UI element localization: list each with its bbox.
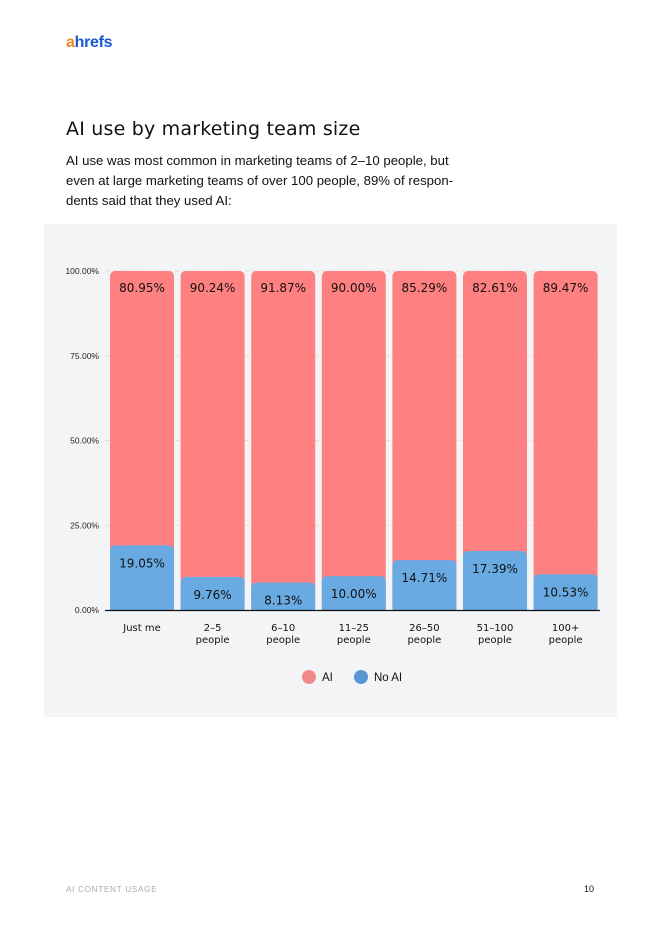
bar-no-ai (110, 545, 174, 610)
logo-rest: hrefs (74, 34, 113, 51)
bar-no-ai-base (463, 605, 527, 610)
data-label-ai: 80.95% (119, 281, 165, 295)
data-label-no-ai: 10.00% (331, 587, 377, 601)
x-tick-label: people (266, 635, 300, 646)
bar-ai (251, 271, 316, 610)
data-label-ai: 85.29% (402, 281, 448, 295)
y-tick-label: 25.00% (70, 520, 99, 530)
x-tick-label: 11–25 (339, 623, 369, 634)
data-label-ai: 89.47% (543, 281, 589, 295)
data-label-ai: 82.61% (472, 281, 518, 295)
x-tick-label: 2–5 (204, 623, 222, 634)
x-tick-label: 51–100 (477, 623, 514, 634)
y-tick-label: 100.00% (65, 266, 99, 276)
x-tick-label: people (407, 635, 441, 646)
y-tick-label: 75.00% (70, 351, 99, 361)
x-tick-label: people (337, 635, 371, 646)
bar-ai (392, 271, 457, 610)
page-title: AI use by marketing team size (66, 118, 361, 140)
x-tick-label: 100+ (552, 623, 579, 634)
bar-no-ai-base (321, 605, 386, 610)
legend-swatch-no-ai (354, 670, 368, 684)
x-tick-label: people (478, 635, 512, 646)
bar-ai (321, 271, 386, 610)
data-label-no-ai: 17.39% (472, 562, 518, 576)
legend-swatch-ai (302, 670, 316, 684)
page-subtitle: AI use was most common in marketing team… (66, 153, 454, 208)
bar-no-ai (463, 551, 527, 610)
data-label-ai: 90.00% (331, 281, 377, 295)
data-label-no-ai: 19.05% (119, 556, 165, 570)
y-tick-label: 50.00% (70, 436, 99, 446)
bar-no-ai-base (533, 605, 598, 610)
bar-ai (110, 271, 174, 610)
bar-no-ai-base (251, 605, 316, 610)
data-label-ai: 91.87% (260, 281, 306, 295)
x-tick-label: Just me (122, 623, 161, 634)
data-label-no-ai: 9.76% (194, 588, 232, 602)
data-label-ai: 90.24% (190, 281, 236, 295)
bar-no-ai (251, 582, 316, 610)
x-tick-label: 26–50 (409, 623, 439, 634)
bar-no-ai (533, 574, 598, 610)
y-tick-label: 0.00% (75, 605, 100, 615)
legend-label: No AI (374, 672, 402, 684)
x-tick-label: 6–10 (271, 623, 295, 634)
bar-ai (463, 271, 527, 610)
bar-no-ai (392, 560, 457, 610)
page-number: 10 (584, 884, 595, 894)
ahrefs-logo: ahrefs (66, 34, 113, 52)
x-tick-label: people (196, 635, 230, 646)
data-label-no-ai: 10.53% (543, 585, 589, 599)
bar-no-ai (321, 576, 386, 610)
data-label-no-ai: 8.13% (264, 593, 302, 607)
data-label-no-ai: 14.71% (402, 571, 448, 585)
bar-no-ai-base (180, 605, 245, 610)
bar-no-ai-base (392, 605, 457, 610)
legend-label: AI (322, 672, 333, 684)
bar-ai (533, 271, 598, 610)
bar-no-ai-base (110, 605, 174, 610)
x-tick-label: people (549, 635, 583, 646)
bar-no-ai (180, 576, 245, 610)
logo-a: a (66, 34, 75, 51)
bar-ai (180, 271, 245, 610)
footer-section: AI CONTENT USAGE (66, 885, 158, 894)
